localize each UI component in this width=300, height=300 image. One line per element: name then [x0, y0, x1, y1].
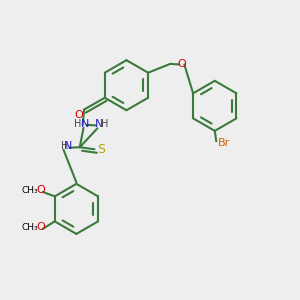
Text: H: H: [61, 141, 68, 151]
Text: N: N: [94, 119, 103, 129]
Text: N: N: [64, 141, 73, 151]
Text: O: O: [74, 110, 83, 120]
Text: O: O: [177, 59, 186, 70]
Text: CH₃: CH₃: [22, 223, 39, 232]
Text: O: O: [36, 222, 45, 232]
Text: O: O: [36, 185, 45, 196]
Text: Br: Br: [218, 138, 230, 148]
Text: H: H: [101, 119, 109, 129]
Text: H: H: [74, 118, 81, 129]
Text: N: N: [81, 118, 89, 129]
Text: S: S: [97, 143, 105, 156]
Text: CH₃: CH₃: [22, 186, 39, 195]
